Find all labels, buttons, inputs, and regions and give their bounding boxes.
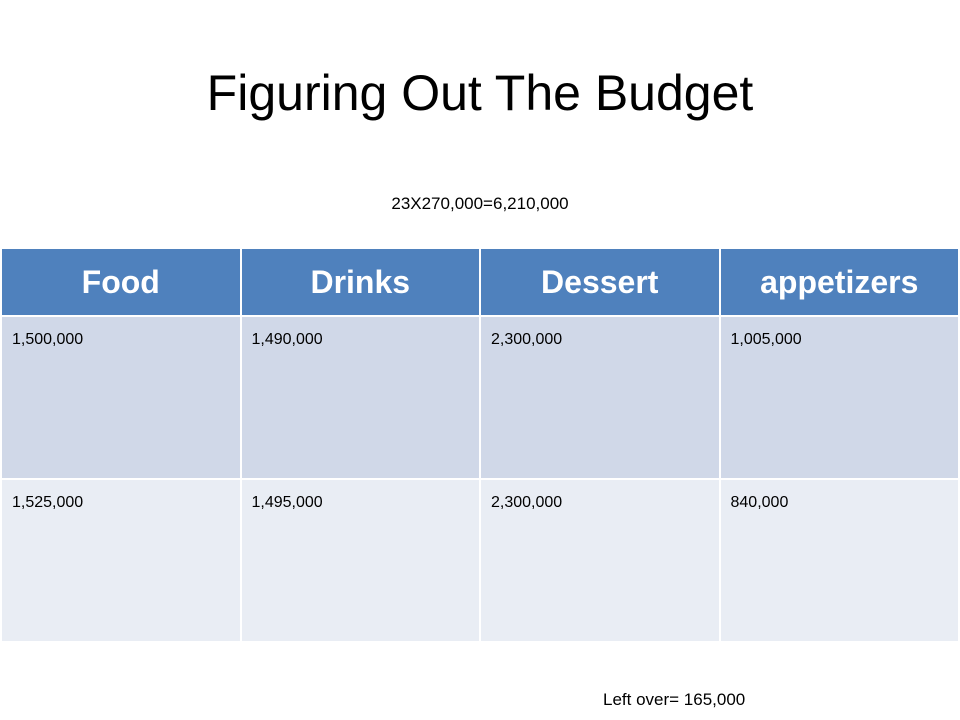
cell-drinks: 1,495,000 bbox=[239, 478, 481, 643]
header-drinks: Drinks bbox=[239, 247, 481, 317]
leftover-amount: Left over= 165,000 bbox=[603, 690, 746, 709]
slide-title: Figuring Out The Budget bbox=[206, 65, 754, 121]
table-header-row: Food Drinks Dessert appetizers bbox=[0, 247, 960, 317]
cell-dessert: 2,300,000 bbox=[479, 478, 721, 643]
table-row: 1,500,000 1,490,000 2,300,000 1,005,000 bbox=[0, 315, 960, 480]
header-dessert: Dessert bbox=[479, 247, 721, 317]
budget-table: Food Drinks Dessert appetizers 1,500,000… bbox=[0, 247, 960, 643]
table-row: 1,525,000 1,495,000 2,300,000 840,000 bbox=[0, 478, 960, 643]
cell-drinks: 1,490,000 bbox=[239, 315, 481, 480]
cell-appetizers: 840,000 bbox=[718, 478, 960, 643]
header-food: Food bbox=[0, 247, 242, 317]
budget-formula: 23X270,000=6,210,000 bbox=[391, 194, 569, 213]
cell-food: 1,525,000 bbox=[0, 478, 242, 643]
cell-food: 1,500,000 bbox=[0, 315, 242, 480]
cell-appetizers: 1,005,000 bbox=[718, 315, 960, 480]
header-appetizers: appetizers bbox=[718, 247, 960, 317]
cell-dessert: 2,300,000 bbox=[479, 315, 721, 480]
